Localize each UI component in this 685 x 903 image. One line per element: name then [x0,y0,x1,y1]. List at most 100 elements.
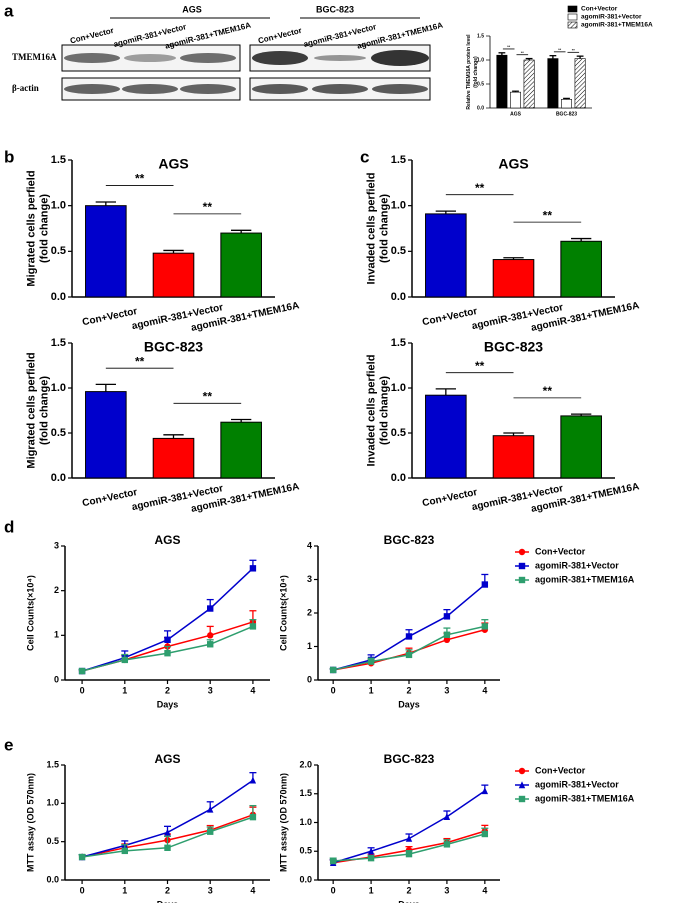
y-tick-label: 1.5 [51,154,66,166]
marker [164,636,171,643]
y-axis-label: Cell Counts(×10⁴) [278,575,288,651]
x-tick-label: 3 [208,685,213,695]
chart-title: BGC-823 [484,339,543,355]
marker [443,631,451,638]
bar [560,240,602,298]
y-tick-label: 3 [307,574,312,584]
bar [523,59,535,109]
chart-title: AGS [158,156,188,172]
y-tick-label: 1.0 [51,200,66,212]
marker [249,565,257,572]
bar [85,391,127,479]
y-tick-label: 1.5 [51,337,66,349]
marker [518,795,526,803]
x-tick-label: 0 [331,685,336,695]
significance-label: ** [475,359,485,373]
legend-label: Con+Vector [535,546,586,556]
x-axis-label: Days [398,699,420,709]
group-label: AGS [182,4,202,14]
legend-swatch [567,21,578,29]
x-tick-label: 4 [482,685,487,695]
y-tick-label: 1.5 [391,154,406,166]
significance-label: ** [543,384,553,398]
x-axis-label: Days [157,899,179,903]
bar [220,421,262,479]
series [329,573,489,674]
y-tick-label: 0.0 [46,874,59,884]
legend-label: Con+Vector [581,6,618,13]
y-tick-label: 1.0 [391,382,406,394]
lane-label: Con+Vector [257,26,303,46]
legend-label: agomiR-381+TMEM16A [535,574,635,584]
y-tick-label: 0.5 [299,846,312,856]
x-tick-label: 2 [406,685,411,695]
y-axis-label: MTT assay (OD 570nm) [278,773,288,872]
y-tick-label: 0.0 [299,874,312,884]
bar [574,58,586,109]
legend-label: agomiR-381+TMEM16A [535,793,635,803]
x-tick-label: Con+Vector [421,306,478,328]
bar [85,205,127,298]
y-axis-label: Cell Counts(×10⁴) [25,575,35,651]
bar [152,437,195,479]
marker [249,776,257,784]
x-tick-label: 2 [406,885,411,895]
y-tick-label: 3 [54,540,59,550]
y-tick-label: 1.5 [391,337,406,349]
y-axis-label: Migrated cells perfield [25,170,37,286]
y-tick-label: 0.5 [51,245,66,257]
significance-label: ** [203,200,213,214]
marker [443,841,451,848]
y-axis-label: Migrated cells perfield [25,352,37,468]
chart-title: BGC-823 [384,533,435,547]
x-axis-label: Days [157,699,179,709]
marker [329,857,337,865]
y-axis-label: (fold change) [38,376,50,445]
series [78,619,257,675]
x-tick-label: Con+Vector [421,487,478,509]
y-tick-label: 1.5 [299,788,312,798]
significance-label: ** [543,208,553,222]
bar [561,99,572,109]
x-tick-label: 2 [165,685,170,695]
significance-label: ** [203,389,213,403]
marker [405,633,413,640]
y-tick-label: 0 [54,674,59,684]
y-tick-label: 2.0 [299,759,312,769]
y-tick-label: 0.0 [391,472,406,484]
y-axis-label: Invaded cells perfield [365,173,377,285]
marker [481,787,489,795]
y-tick-label: 0.5 [477,81,484,87]
y-tick-label: 2 [54,585,59,595]
legend-label: agomiR-381+TMEM16A [581,22,653,29]
y-tick-label: 4 [307,540,312,550]
x-tick-label: BGC-823 [556,111,577,117]
y-axis-label: (fold change) [378,376,390,445]
marker [518,548,526,556]
y-tick-label: 0.0 [51,291,66,303]
marker [481,830,489,838]
y-tick-label: 2 [307,607,312,617]
chart-title: BGC-823 [384,752,435,766]
significance-label: ** [572,47,576,52]
series [78,804,257,861]
marker [405,651,413,659]
legend-label: Con+Vector [535,765,586,775]
y-axis-label: (fold change) [473,56,479,88]
row-label: TMEM16A [12,52,57,62]
marker [121,656,128,664]
marker [481,623,489,630]
legend-swatch [567,5,578,13]
x-axis-label: Days [398,899,420,903]
series [78,772,257,861]
marker [518,562,526,570]
x-tick-label: 1 [122,885,127,895]
row-label: β-actin [12,83,39,93]
y-tick-label: 1.5 [46,759,59,769]
marker [207,828,214,835]
marker [78,853,86,861]
bar [560,415,602,479]
y-tick-label: 0.5 [391,427,406,439]
marker [164,844,171,851]
marker [164,828,171,836]
